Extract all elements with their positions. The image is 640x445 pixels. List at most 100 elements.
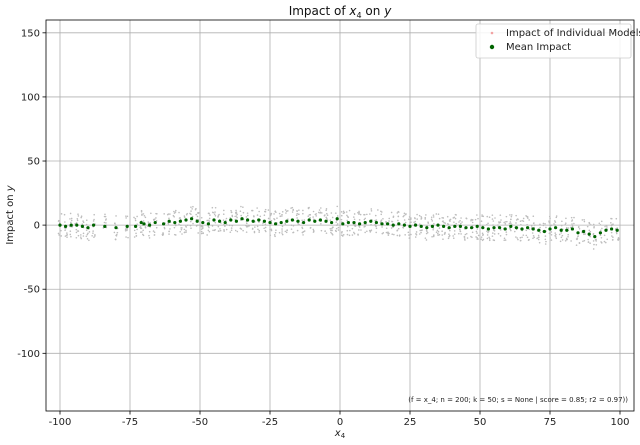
x-tick-label: -75 bbox=[122, 417, 138, 428]
individual-impact-point bbox=[433, 223, 435, 225]
individual-impact-point bbox=[410, 233, 412, 236]
mean-impact-point bbox=[279, 220, 283, 225]
individual-impact-point bbox=[403, 214, 405, 217]
individual-impact-point bbox=[140, 209, 143, 212]
individual-impact-point bbox=[150, 212, 152, 215]
mean-impact-point bbox=[436, 223, 440, 227]
individual-impact-point bbox=[234, 215, 236, 218]
mean-impact-point bbox=[565, 228, 569, 232]
individual-impact-point bbox=[385, 227, 388, 230]
individual-impact-point bbox=[589, 242, 591, 245]
individual-impact-point bbox=[360, 229, 362, 231]
individual-impact-point bbox=[281, 225, 284, 228]
individual-impact-point bbox=[285, 231, 288, 234]
individual-impact-point bbox=[615, 231, 618, 234]
individual-impact-point bbox=[465, 232, 468, 235]
individual-impact-point bbox=[510, 229, 512, 232]
individual-impact-point bbox=[603, 240, 606, 243]
individual-impact-point bbox=[488, 239, 491, 242]
mean-impact-point bbox=[509, 224, 513, 228]
individual-impact-point bbox=[515, 236, 517, 238]
individual-impact-point bbox=[222, 213, 225, 215]
mean-impact-point bbox=[531, 227, 535, 231]
individual-impact-point bbox=[234, 229, 237, 232]
mean-impact-point bbox=[498, 226, 502, 230]
individual-impact-point bbox=[93, 213, 95, 216]
individual-impact-point bbox=[214, 214, 217, 217]
individual-impact-point bbox=[452, 237, 455, 240]
individual-impact-point bbox=[537, 236, 540, 239]
individual-impact-point bbox=[550, 224, 553, 227]
individual-impact-point bbox=[217, 225, 220, 228]
individual-impact-point bbox=[298, 209, 300, 211]
individual-impact-point bbox=[385, 220, 387, 223]
individual-impact-point bbox=[163, 226, 166, 229]
individual-impact-point bbox=[222, 209, 225, 212]
mean-impact-point bbox=[274, 222, 278, 226]
individual-impact-point bbox=[446, 215, 449, 218]
individual-impact-point bbox=[290, 224, 293, 227]
individual-impact-point bbox=[606, 226, 608, 228]
individual-impact-point bbox=[611, 224, 614, 226]
mean-impact-point bbox=[229, 218, 233, 222]
individual-impact-point bbox=[548, 221, 551, 224]
individual-impact-point bbox=[425, 229, 428, 231]
individual-impact-point bbox=[587, 238, 589, 241]
individual-impact-point bbox=[375, 227, 378, 230]
individual-impact-point bbox=[319, 207, 322, 209]
individual-impact-point bbox=[554, 232, 557, 234]
mean-impact-point bbox=[475, 224, 479, 228]
individual-impact-point bbox=[471, 221, 474, 224]
individual-impact-point bbox=[397, 211, 400, 213]
individual-impact-point bbox=[437, 230, 440, 233]
individual-impact-point bbox=[135, 232, 137, 235]
individual-impact-point bbox=[461, 221, 463, 223]
individual-impact-point bbox=[554, 224, 557, 227]
individual-impact-point bbox=[357, 211, 359, 214]
individual-impact-point bbox=[301, 231, 304, 234]
individual-impact-point bbox=[219, 228, 221, 230]
individual-impact-point bbox=[544, 235, 547, 237]
individual-impact-point bbox=[463, 238, 466, 240]
mean-impact-point bbox=[223, 220, 227, 225]
mean-impact-point bbox=[285, 219, 289, 223]
individual-impact-point bbox=[480, 236, 483, 238]
individual-impact-point bbox=[458, 232, 460, 235]
individual-impact-point bbox=[528, 228, 531, 231]
individual-impact-point bbox=[444, 222, 447, 224]
individual-impact-point bbox=[369, 230, 372, 232]
individual-impact-point bbox=[475, 230, 478, 233]
individual-impact-point bbox=[263, 227, 265, 230]
individual-impact-point bbox=[545, 240, 547, 243]
individual-impact-point bbox=[223, 229, 225, 231]
individual-impact-point bbox=[264, 208, 267, 211]
individual-impact-point bbox=[320, 229, 323, 232]
individual-impact-point bbox=[153, 219, 155, 221]
individual-impact-point bbox=[532, 215, 535, 218]
individual-impact-point bbox=[480, 238, 482, 241]
individual-impact-point bbox=[115, 234, 118, 237]
individual-impact-point bbox=[565, 237, 568, 240]
individual-impact-point bbox=[491, 218, 494, 220]
model-footnote: (f = x_4; n = 200; k = 50; s = None | sc… bbox=[408, 396, 628, 404]
individual-impact-point bbox=[167, 223, 170, 225]
individual-impact-point bbox=[396, 234, 399, 237]
individual-impact-point bbox=[414, 236, 417, 238]
individual-impact-point bbox=[342, 212, 345, 214]
individual-impact-point bbox=[136, 215, 138, 218]
individual-impact-point bbox=[476, 228, 479, 230]
mean-impact-point bbox=[86, 226, 90, 230]
individual-impact-point bbox=[611, 235, 613, 237]
individual-impact-point bbox=[452, 217, 455, 219]
individual-impact-point bbox=[303, 219, 306, 221]
individual-impact-point bbox=[522, 220, 525, 223]
individual-impact-point bbox=[408, 237, 411, 239]
mean-impact-point bbox=[576, 231, 580, 235]
mean-impact-point bbox=[173, 220, 177, 225]
individual-impact-point bbox=[380, 219, 383, 221]
individual-impact-point bbox=[315, 215, 318, 217]
mean-impact-point bbox=[190, 217, 194, 221]
individual-impact-point bbox=[273, 234, 276, 236]
individual-impact-point bbox=[264, 226, 267, 229]
individual-impact-point bbox=[225, 228, 228, 231]
